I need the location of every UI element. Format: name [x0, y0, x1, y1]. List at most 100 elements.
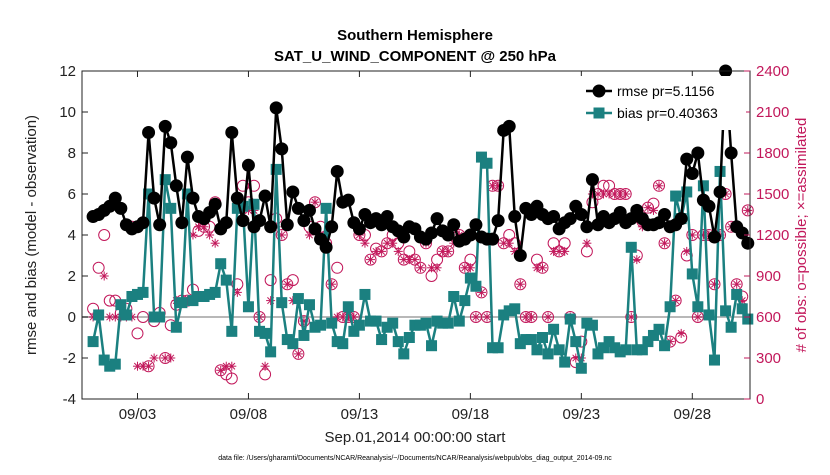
- obs-possible-marker: [364, 253, 377, 266]
- obs-assimilated-stroke: [622, 190, 630, 198]
- bias-marker: [331, 336, 343, 348]
- rmse-marker: [707, 230, 721, 244]
- data-file-footnote: data file: /Users/gharamti/Documents/NCA…: [218, 455, 612, 462]
- obs-assimilated-stroke: [533, 264, 541, 272]
- bias-marker: [625, 241, 637, 253]
- rmse-marker: [142, 126, 156, 139]
- bias-marker: [148, 311, 160, 323]
- bias-marker: [481, 157, 493, 169]
- bias-marker: [370, 315, 382, 327]
- bias-marker: [653, 323, 665, 335]
- obs-assimilated-marker: [526, 312, 536, 322]
- bias-marker: [631, 344, 643, 356]
- obs-possible-marker: [708, 278, 721, 291]
- obs-assimilated-stroke: [611, 190, 619, 198]
- y-right-tick-label: 1800: [756, 145, 789, 162]
- bias-marker: [559, 356, 571, 368]
- bias-marker: [209, 286, 221, 298]
- obs-assimilated-stroke: [583, 239, 591, 247]
- bias-marker: [215, 258, 227, 270]
- bias-marker: [292, 293, 304, 305]
- obs-assimilated-stroke: [627, 313, 635, 321]
- bias-marker: [131, 288, 143, 300]
- rmse-marker: [463, 228, 477, 242]
- bias-marker: [104, 360, 116, 372]
- rmse-marker: [508, 210, 522, 224]
- rmse-marker: [713, 185, 727, 199]
- rmse-marker: [164, 136, 178, 150]
- x-tick-label: 09/13: [341, 406, 379, 423]
- bias-marker: [204, 288, 216, 300]
- obs-assimilated-marker: [443, 246, 453, 256]
- bias-marker: [376, 334, 388, 346]
- obs-assimilated-stroke: [483, 313, 491, 321]
- rmse-marker: [230, 191, 244, 205]
- obs-assimilated-stroke: [400, 256, 408, 264]
- bias-marker: [736, 303, 748, 315]
- y-right-tick-label: 2100: [756, 104, 789, 121]
- bias-marker: [692, 301, 704, 313]
- obs-assimilated-stroke: [405, 256, 413, 264]
- bias-marker: [187, 295, 199, 307]
- rmse-marker: [158, 119, 172, 133]
- rmse-marker: [580, 220, 594, 234]
- bias-marker: [464, 272, 476, 284]
- obs-assimilated-marker: [632, 255, 642, 265]
- rmse-marker: [253, 214, 267, 228]
- obs-assimilated-stroke: [217, 366, 225, 374]
- obs-possible-marker: [137, 311, 150, 323]
- y-right-tick-label: 1500: [756, 186, 789, 203]
- obs-assimilated-stroke: [433, 264, 441, 272]
- rmse-marker: [741, 236, 755, 250]
- obs-assimilated-marker: [371, 246, 381, 256]
- bias-marker: [470, 280, 482, 292]
- obs-assimilated-marker: [660, 238, 670, 248]
- rmse-marker: [330, 164, 344, 178]
- bias-marker: [270, 163, 282, 175]
- bias-marker: [564, 313, 576, 325]
- obs-possible-marker: [514, 278, 527, 291]
- obs-assimilated-marker: [621, 189, 631, 199]
- obs-possible-marker: [292, 347, 305, 360]
- obs-assimilated-marker: [427, 263, 437, 273]
- x-axis-label: Sep.01,2014 00:00:00 start: [325, 429, 507, 446]
- obs-assimilated-stroke: [561, 247, 569, 255]
- rmse-marker: [685, 167, 699, 180]
- bias-marker: [176, 297, 188, 309]
- y-left-tick-label: -4: [63, 391, 76, 408]
- bias-marker: [392, 336, 404, 348]
- bias-marker: [681, 186, 693, 198]
- obs-assimilated-marker: [227, 361, 237, 371]
- rmse-marker: [702, 199, 716, 213]
- bias-marker: [708, 354, 720, 366]
- bias-marker: [281, 334, 293, 346]
- y-axis-right-label: # of obs: o=possible; ×=assimilated: [793, 118, 810, 353]
- obs-assimilated-stroke: [616, 190, 624, 198]
- rmse-marker: [469, 218, 483, 232]
- rmse-marker: [397, 230, 411, 244]
- bias-marker: [703, 309, 715, 321]
- obs-assimilated-stroke: [206, 231, 214, 239]
- rmse-marker: [136, 216, 150, 230]
- rmse-marker: [680, 152, 694, 166]
- bias-marker: [492, 342, 504, 354]
- obs-assimilated-stroke: [427, 264, 436, 272]
- bias-marker: [365, 315, 377, 327]
- rmse-marker: [269, 101, 283, 115]
- bias-marker: [509, 303, 521, 315]
- obs-assimilated-stroke: [649, 206, 658, 214]
- obs-assimilated-marker: [582, 238, 592, 248]
- bias-marker: [536, 332, 548, 343]
- rmse-marker: [147, 191, 161, 205]
- obs-assimilated-stroke: [444, 247, 452, 255]
- obs-assimilated-stroke: [466, 264, 474, 272]
- obs-assimilated-marker: [432, 263, 442, 273]
- obs-assimilated-marker: [693, 312, 703, 322]
- bias-series: [87, 151, 754, 374]
- bias-marker: [475, 151, 487, 163]
- obs-assimilated-stroke: [394, 247, 402, 255]
- bias-marker: [448, 291, 460, 302]
- obs-assimilated-stroke: [555, 247, 563, 255]
- chart-title: Southern Hemisphere: [337, 27, 493, 44]
- obs-possible-marker: [414, 261, 427, 274]
